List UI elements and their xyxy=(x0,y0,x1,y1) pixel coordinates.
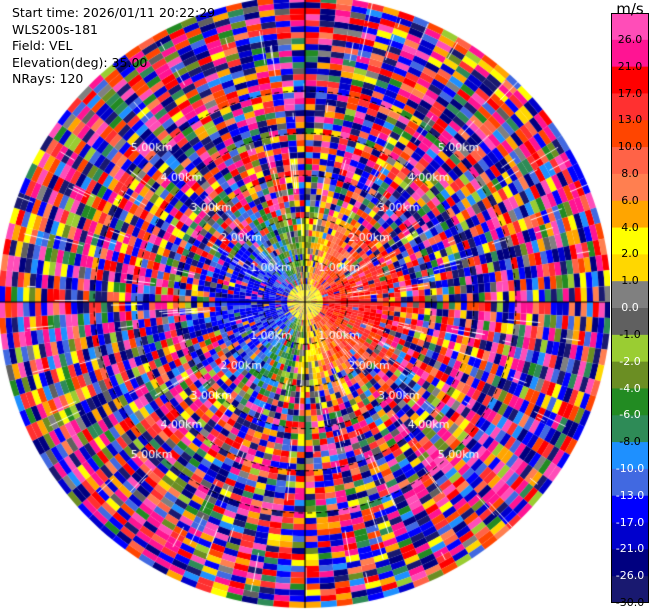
colorbar-bin xyxy=(611,522,649,550)
colorbar-bin xyxy=(611,308,649,336)
colorbar-bin xyxy=(611,361,649,389)
colorbar-tick-label: -30.0 xyxy=(615,596,645,609)
colorbar-bin xyxy=(611,227,649,255)
colorbar-tick-label: -8.0 xyxy=(619,435,641,449)
colorbar-tick-label: 13.0 xyxy=(617,113,643,127)
colorbar-bin xyxy=(611,442,649,470)
colorbar-bin xyxy=(611,415,649,443)
colorbar-tick-label: 2.0 xyxy=(621,247,639,261)
colorbar-tick-label: 0.0 xyxy=(621,301,639,314)
colorbar-bin xyxy=(611,13,649,41)
colorbar-tick-label: -6.0 xyxy=(619,408,641,422)
colorbar-tick-label: 17.0 xyxy=(617,86,643,100)
colorbar-bin xyxy=(611,120,649,148)
colorbar-bin xyxy=(611,66,649,94)
colorbar-bin xyxy=(611,93,649,121)
colorbar xyxy=(611,13,649,603)
colorbar-tick-label: 4.0 xyxy=(621,220,639,234)
colorbar-tick-label: 10.0 xyxy=(617,140,643,154)
colorbar-bin xyxy=(611,495,649,524)
colorbar-bin xyxy=(611,254,649,282)
colorbar-bin xyxy=(611,576,649,603)
colorbar-frame xyxy=(611,13,649,603)
colorbar-tick-label: -13.0 xyxy=(615,488,645,502)
colorbar-tick-label: 8.0 xyxy=(621,166,639,180)
colorbar-bin xyxy=(611,549,649,577)
colorbar-tick-label: -26.0 xyxy=(615,569,645,583)
colorbar-tick-label: -2.0 xyxy=(619,354,641,368)
colorbar-bin xyxy=(611,173,649,202)
ppi-velocity-plot xyxy=(0,0,610,610)
colorbar-bin xyxy=(611,147,649,175)
colorbar-tick-label: -1.0 xyxy=(619,327,641,341)
colorbar-tick-label: -4.0 xyxy=(619,381,641,395)
colorbar-bin xyxy=(611,281,649,309)
colorbar-unit-label: m/s xyxy=(616,0,644,18)
colorbar-tick-label: -21.0 xyxy=(615,542,645,556)
colorbar-bin xyxy=(611,388,649,416)
colorbar-bin xyxy=(611,39,649,68)
colorbar-tick-label: 26.0 xyxy=(617,32,643,46)
colorbar-tick-label: 21.0 xyxy=(617,59,643,73)
colorbar-bin xyxy=(611,334,649,363)
colorbar-tick-label: -17.0 xyxy=(615,515,645,529)
colorbar-tick-label: -10.0 xyxy=(615,461,645,475)
colorbar-tick-label: 1.0 xyxy=(621,274,639,288)
colorbar-tick-label: 6.0 xyxy=(621,193,639,207)
colorbar-bin xyxy=(611,200,649,229)
colorbar-bin xyxy=(611,468,649,497)
